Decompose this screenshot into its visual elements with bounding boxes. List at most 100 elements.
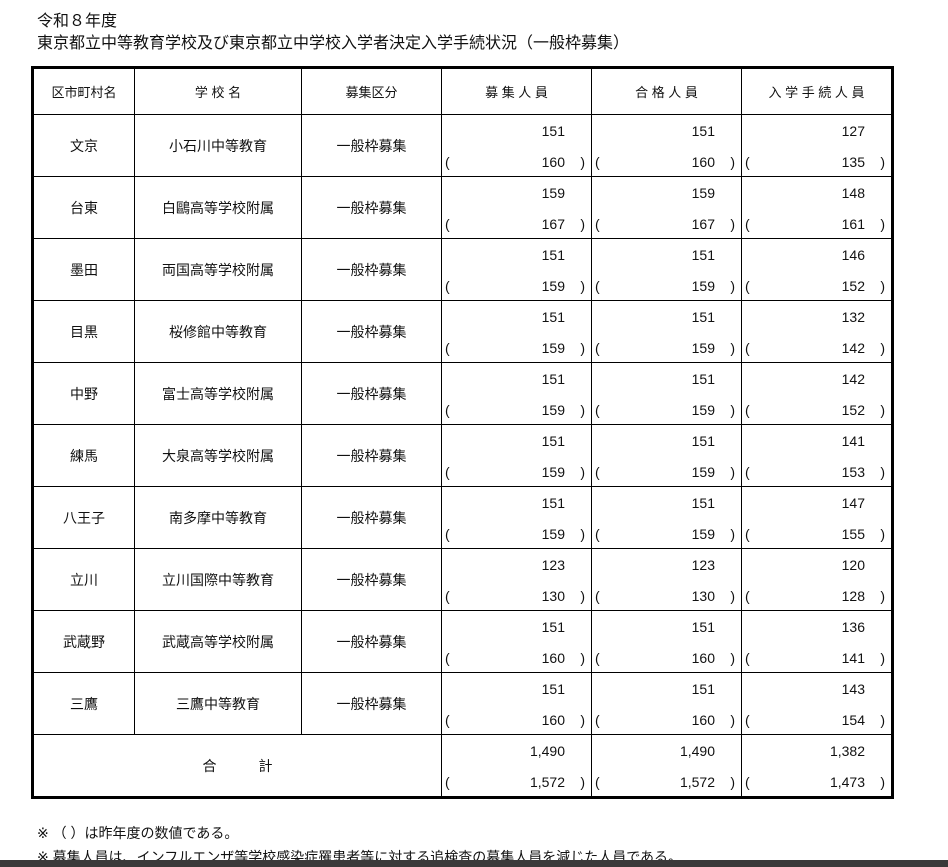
recruit-value: 151	[541, 123, 565, 139]
paren-close: )	[880, 340, 885, 356]
total-enrolled-cell: 1,382 ( 1,473 )	[741, 734, 893, 798]
header-passed: 合 格 人 員	[591, 67, 742, 115]
table-row: 文京 小石川中等教育 一般枠募集 151 ( 160 ) 151 ( 160 )…	[32, 114, 893, 177]
area-cell: 台東	[32, 176, 135, 239]
bottom-bar	[0, 860, 948, 867]
passed-value: 151	[691, 123, 715, 139]
recruit-cell: 123 ( 130 )	[441, 548, 592, 611]
category-cell: 一般枠募集	[301, 300, 442, 363]
recruit-cell: 151 ( 159 )	[441, 424, 592, 487]
category-cell: 一般枠募集	[301, 672, 442, 735]
paren-open: (	[445, 588, 450, 604]
area-cell: 八王子	[32, 486, 135, 549]
enrolled-cell: 146 ( 152 )	[741, 238, 893, 301]
enrolled-cell: 143 ( 154 )	[741, 672, 893, 735]
passed-cell: 151 ( 160 )	[591, 672, 742, 735]
passed-prev-value: 159	[691, 464, 715, 480]
paren-close: )	[730, 278, 735, 294]
passed-value: 151	[691, 495, 715, 511]
paren-close: )	[730, 402, 735, 418]
passed-cell: 151 ( 160 )	[591, 114, 742, 177]
page-title: 東京都立中等教育学校及び東京都立中学校入学者決定入学手続状況（一般枠募集）	[37, 35, 630, 52]
table-row: 中野 富士高等学校附属 一般枠募集 151 ( 159 ) 151 ( 159 …	[32, 362, 893, 425]
total-label: 合 計	[32, 734, 442, 798]
paren-open: (	[445, 278, 450, 294]
enrolled-cell: 132 ( 142 )	[741, 300, 893, 363]
paren-open: (	[445, 526, 450, 542]
passed-prev-value: 130	[691, 588, 715, 604]
passed-cell: 123 ( 130 )	[591, 548, 742, 611]
recruit-prev-value: 159	[541, 278, 565, 294]
category-cell: 一般枠募集	[301, 486, 442, 549]
recruit-prev-value: 130	[541, 588, 565, 604]
paren-open: (	[745, 216, 750, 232]
paren-open: (	[595, 712, 600, 728]
paren-open: (	[595, 154, 600, 170]
paren-open: (	[445, 216, 450, 232]
recruit-value: 151	[541, 309, 565, 325]
recruit-value: 151	[541, 495, 565, 511]
school-cell: 南多摩中等教育	[134, 486, 302, 549]
paren-close: )	[880, 154, 885, 170]
school-cell: 大泉高等学校附属	[134, 424, 302, 487]
recruit-cell: 151 ( 159 )	[441, 238, 592, 301]
paren-close: )	[730, 588, 735, 604]
paren-close: )	[580, 526, 585, 542]
paren-close: )	[580, 588, 585, 604]
enrolled-cell: 147 ( 155 )	[741, 486, 893, 549]
enrolled-value: 142	[841, 371, 865, 387]
recruit-cell: 159 ( 167 )	[441, 176, 592, 239]
recruit-value: 123	[541, 557, 565, 573]
category-cell: 一般枠募集	[301, 114, 442, 177]
recruit-prev-value: 160	[541, 154, 565, 170]
paren-open: (	[595, 216, 600, 232]
paren-open: (	[445, 650, 450, 666]
enrolled-value: 143	[841, 681, 865, 697]
paren-close: )	[880, 650, 885, 666]
enrolled-prev-value: 135	[841, 154, 865, 170]
paren-open: (	[595, 402, 600, 418]
paren-open: (	[445, 464, 450, 480]
paren-close: )	[580, 278, 585, 294]
paren-open: (	[445, 154, 450, 170]
paren-open: (	[445, 712, 450, 728]
paren-open: (	[595, 464, 600, 480]
enrolled-prev-value: 161	[841, 216, 865, 232]
paren-close: )	[730, 216, 735, 232]
enrolled-cell: 120 ( 128 )	[741, 548, 893, 611]
enrolled-value: 127	[841, 123, 865, 139]
paren-open: (	[745, 340, 750, 356]
paren-close: )	[580, 774, 585, 790]
category-cell: 一般枠募集	[301, 238, 442, 301]
table-row: 武蔵野 武蔵高等学校附属 一般枠募集 151 ( 160 ) 151 ( 160…	[32, 610, 893, 673]
enrolled-cell: 136 ( 141 )	[741, 610, 893, 673]
passed-prev-value: 159	[691, 526, 715, 542]
passed-prev-value: 160	[691, 650, 715, 666]
paren-open: (	[595, 650, 600, 666]
paren-close: )	[880, 588, 885, 604]
enrolled-value: 147	[841, 495, 865, 511]
passed-cell: 151 ( 159 )	[591, 300, 742, 363]
area-cell: 文京	[32, 114, 135, 177]
admission-table: 区市町村名 学 校 名 募集区分 募 集 人 員 合 格 人 員 入 学 手 続…	[31, 66, 894, 799]
header-recruit: 募 集 人 員	[441, 67, 592, 115]
category-cell: 一般枠募集	[301, 424, 442, 487]
school-cell: 立川国際中等教育	[134, 548, 302, 611]
table-row: 目黒 桜修館中等教育 一般枠募集 151 ( 159 ) 151 ( 159 )…	[32, 300, 893, 363]
paren-close: )	[880, 712, 885, 728]
passed-cell: 159 ( 167 )	[591, 176, 742, 239]
paren-close: )	[880, 774, 885, 790]
total-passed-cell: 1,490 ( 1,572 )	[591, 734, 742, 798]
paren-close: )	[580, 464, 585, 480]
passed-prev-value: 159	[691, 340, 715, 356]
recruit-value: 159	[541, 185, 565, 201]
paren-open: (	[745, 278, 750, 294]
table-row: 台東 白鷗高等学校附属 一般枠募集 159 ( 167 ) 159 ( 167 …	[32, 176, 893, 239]
passed-cell: 151 ( 160 )	[591, 610, 742, 673]
enrolled-prev-value: 141	[841, 650, 865, 666]
area-cell: 立川	[32, 548, 135, 611]
table-row: 練馬 大泉高等学校附属 一般枠募集 151 ( 159 ) 151 ( 159 …	[32, 424, 893, 487]
recruit-value: 151	[541, 681, 565, 697]
passed-value: 151	[691, 371, 715, 387]
table-header-row: 区市町村名 学 校 名 募集区分 募 集 人 員 合 格 人 員 入 学 手 続…	[32, 67, 893, 115]
